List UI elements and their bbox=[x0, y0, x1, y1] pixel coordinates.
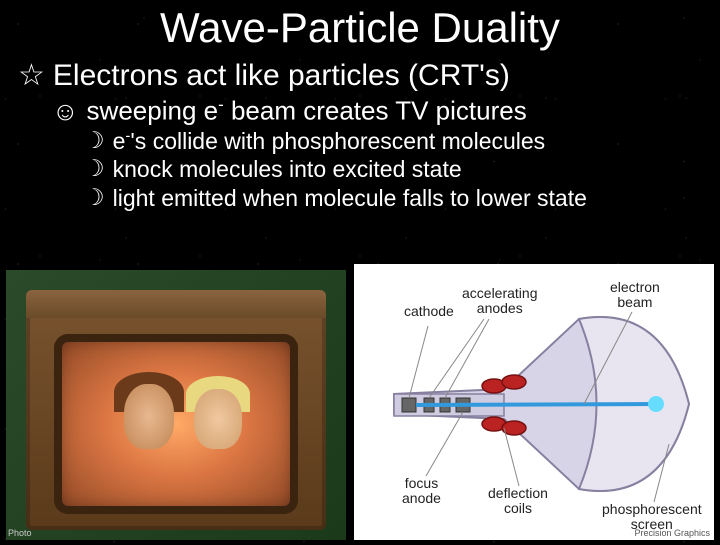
ll-deflect bbox=[504, 428, 519, 486]
tv-cabinet bbox=[26, 290, 326, 530]
crt-cathode-part bbox=[402, 398, 416, 412]
tv-figure-face-2 bbox=[194, 389, 242, 449]
photo-credit: Photo bbox=[8, 528, 32, 538]
lvl3-2-post: light emitted when molecule falls to low… bbox=[113, 185, 587, 211]
globe-bullet-icon: ☺ bbox=[52, 96, 79, 126]
ll-anode1 bbox=[429, 319, 484, 398]
label-anodes-l2: anodes bbox=[477, 300, 523, 316]
label-focus: focus anode bbox=[402, 476, 441, 507]
moon-bullet-icon: ☽ bbox=[84, 126, 105, 155]
ll-focus bbox=[426, 412, 463, 476]
slide-title: Wave-Particle Duality bbox=[0, 0, 720, 52]
bullet-level-3-item-1: ☽ knock molecules into excited state bbox=[0, 155, 720, 184]
label-focus-l1: focus bbox=[405, 475, 438, 491]
label-deflect: deflection coils bbox=[488, 486, 548, 517]
tv-cabinet-top bbox=[26, 290, 326, 318]
image-row: Photo bbox=[0, 260, 720, 540]
crt-diagram: cathode accelerating anodes electron bea… bbox=[354, 264, 714, 540]
label-ebeam-l2: beam bbox=[617, 294, 652, 310]
lvl3-0-pre: e bbox=[113, 128, 126, 154]
star-bullet-icon: ☆ bbox=[18, 59, 45, 92]
lvl3-0-post: 's collide with phosphorescent molecules bbox=[130, 128, 545, 154]
moon-bullet-icon: ☽ bbox=[84, 183, 105, 212]
tv-figure-face-1 bbox=[124, 384, 174, 449]
label-screen-l1: phosphorescent bbox=[602, 501, 702, 517]
bullet-level-2: ☺sweeping e- beam creates TV pictures bbox=[0, 95, 720, 127]
tv-screen bbox=[54, 334, 298, 514]
lvl1-text: Electrons act like particles (CRT's) bbox=[53, 59, 510, 92]
crt-credit: Precision Graphics bbox=[634, 528, 710, 538]
lvl2-pre: sweeping e bbox=[87, 96, 219, 126]
bullet-level-1: ☆Electrons act like particles (CRT's) bbox=[0, 58, 720, 93]
label-ebeam: electron beam bbox=[610, 280, 660, 311]
label-cathode: cathode bbox=[404, 304, 454, 319]
crt-beam-spot bbox=[648, 396, 664, 412]
ll-cathode bbox=[409, 326, 428, 398]
crt-electron-beam bbox=[416, 404, 654, 405]
crt-coil-top-2 bbox=[502, 375, 526, 389]
label-anodes-l1: accelerating bbox=[462, 285, 538, 301]
tv-photo: Photo bbox=[6, 270, 346, 540]
label-deflect-l2: coils bbox=[504, 500, 532, 516]
label-focus-l2: anode bbox=[402, 490, 441, 506]
lvl2-post: beam creates TV pictures bbox=[224, 96, 527, 126]
bullet-level-3-item-0: ☽e-'s collide with phosphorescent molecu… bbox=[0, 127, 720, 156]
label-ebeam-l1: electron bbox=[610, 279, 660, 295]
lvl3-1-post: knock molecules into excited state bbox=[113, 156, 462, 182]
label-deflect-l1: deflection bbox=[488, 485, 548, 501]
moon-bullet-icon: ☽ bbox=[84, 154, 105, 183]
label-anodes: accelerating anodes bbox=[462, 286, 538, 317]
bullet-level-3-item-2: ☽ light emitted when molecule falls to lo… bbox=[0, 184, 720, 213]
